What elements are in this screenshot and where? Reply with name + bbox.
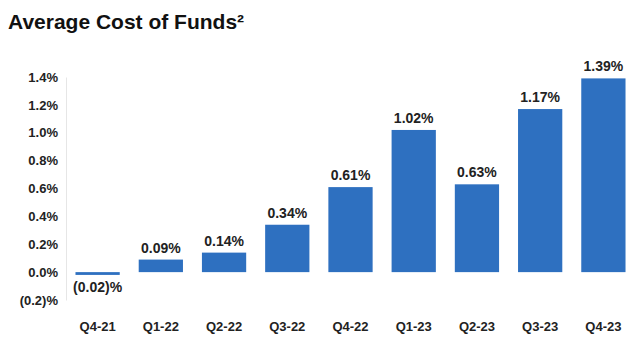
bar	[139, 260, 183, 273]
y-tick-label: 0.0%	[28, 265, 58, 280]
data-label: 0.61%	[331, 167, 371, 183]
x-tick: Q1-23	[396, 300, 432, 334]
bar	[202, 253, 246, 273]
y-tick: 0.2%	[28, 237, 66, 252]
y-tick-label: 0.6%	[28, 181, 58, 196]
data-label: 0.63%	[457, 164, 497, 180]
y-tick-label: 0.2%	[28, 237, 58, 252]
x-tick-label: Q4-23	[585, 319, 621, 334]
y-axis-line	[66, 78, 67, 301]
bar	[518, 109, 562, 272]
y-tick-label: 1.2%	[28, 98, 58, 113]
x-tick-label: Q3-23	[522, 319, 558, 334]
data-labels: (0.02)% 0.09% 0.14% 0.34% 0.61% 1.02% 0.63% 1.1…	[73, 58, 624, 295]
y-tick: (0.2)%	[20, 293, 66, 308]
x-tick: Q2-23	[459, 300, 495, 334]
x-tick: Q3-23	[522, 300, 558, 334]
y-tick: 0.8%	[28, 153, 66, 168]
chart: Average Cost of Funds² (0.2)% 0.0% 0.2% 0.4%…	[0, 0, 640, 345]
y-tick: 0.6%	[28, 181, 66, 196]
y-tick: 1.2%	[28, 98, 66, 113]
y-tick-label: 1.4%	[28, 70, 58, 85]
x-axis: Q4-21 Q1-22 Q2-22 Q3-22 Q4-22 Q1-23 Q2-23 Q3-23…	[67, 300, 636, 334]
x-tick-label: Q4-21	[80, 319, 116, 334]
data-label: 1.17%	[520, 89, 560, 105]
bars	[75, 78, 625, 275]
x-tick: Q4-23	[585, 300, 621, 334]
bar	[581, 78, 625, 272]
x-tick-label: Q2-23	[459, 319, 495, 334]
y-tick: 1.4%	[28, 70, 66, 85]
x-tick: Q4-21	[80, 300, 116, 334]
y-tick: 1.0%	[28, 125, 66, 140]
y-tick-label: 1.0%	[28, 125, 58, 140]
x-tick-label: Q1-23	[396, 319, 432, 334]
data-label: 0.09%	[141, 240, 181, 256]
x-tick-label: Q4-22	[332, 319, 368, 334]
x-tick-label: Q1-22	[143, 319, 179, 334]
title: Average Cost of Funds²	[8, 10, 244, 33]
y-tick: 0.0%	[28, 265, 66, 280]
data-label: 1.02%	[394, 110, 434, 126]
x-tick: Q1-22	[143, 300, 179, 334]
data-label: 0.34%	[267, 205, 307, 221]
data-label: (0.02)%	[73, 279, 123, 295]
x-tick-label: Q2-22	[206, 319, 242, 334]
bar	[265, 225, 309, 272]
y-tick-label: 0.8%	[28, 153, 58, 168]
y-tick: 0.4%	[28, 209, 66, 224]
y-axis: (0.2)% 0.0% 0.2% 0.4% 0.6% 0.8% 1.0% 1.2% 1.4%	[20, 70, 67, 308]
bar	[392, 130, 436, 272]
data-label: 0.14%	[204, 233, 244, 249]
y-tick-label: (0.2)%	[20, 293, 59, 308]
x-tick: Q2-22	[206, 300, 242, 334]
x-tick: Q3-22	[269, 300, 305, 334]
x-axis-line	[67, 300, 636, 301]
data-label: 1.39%	[584, 58, 624, 74]
y-tick-label: 0.4%	[28, 209, 58, 224]
bar	[328, 187, 372, 272]
bar	[455, 184, 499, 272]
bar	[75, 272, 119, 275]
x-tick-label: Q3-22	[269, 319, 305, 334]
x-tick: Q4-22	[332, 300, 368, 334]
